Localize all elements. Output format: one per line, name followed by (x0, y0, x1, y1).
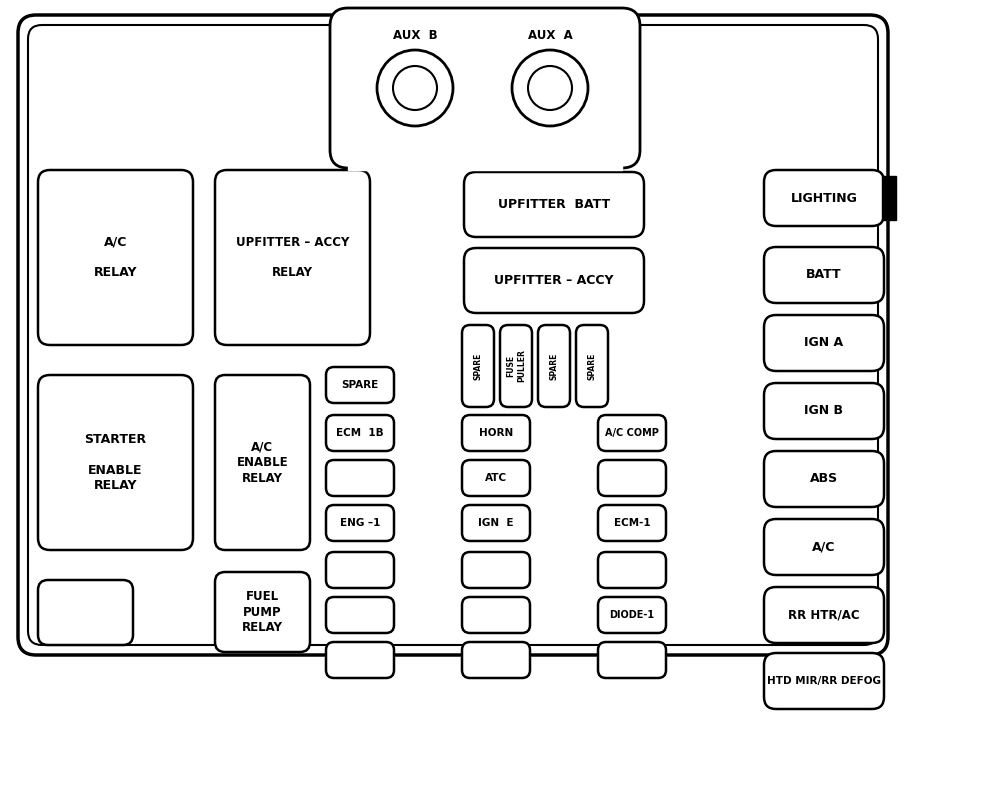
FancyBboxPatch shape (576, 325, 608, 407)
FancyBboxPatch shape (38, 580, 133, 645)
Text: UPFITTER  BATT: UPFITTER BATT (498, 198, 610, 211)
Circle shape (528, 66, 572, 110)
FancyBboxPatch shape (330, 8, 640, 168)
FancyBboxPatch shape (598, 415, 666, 451)
Text: A/C: A/C (812, 540, 835, 554)
Text: HTD MIR/RR DEFOG: HTD MIR/RR DEFOG (767, 676, 881, 686)
Text: UPFITTER – ACCY

RELAY: UPFITTER – ACCY RELAY (236, 236, 349, 279)
FancyBboxPatch shape (326, 597, 394, 633)
FancyBboxPatch shape (764, 653, 884, 709)
Circle shape (512, 50, 588, 126)
FancyBboxPatch shape (326, 415, 394, 451)
Text: SPARE: SPARE (341, 380, 378, 390)
Text: IGN B: IGN B (804, 404, 843, 418)
Text: STARTER

ENABLE
RELAY: STARTER ENABLE RELAY (85, 433, 147, 492)
FancyBboxPatch shape (462, 325, 494, 407)
FancyBboxPatch shape (764, 315, 884, 371)
FancyBboxPatch shape (764, 587, 884, 643)
FancyBboxPatch shape (462, 460, 530, 496)
Text: BATT: BATT (806, 269, 841, 282)
FancyBboxPatch shape (764, 383, 884, 439)
FancyBboxPatch shape (462, 597, 530, 633)
FancyBboxPatch shape (326, 367, 394, 403)
Text: SPARE: SPARE (550, 353, 559, 380)
Text: A/C
ENABLE
RELAY: A/C ENABLE RELAY (237, 440, 288, 485)
FancyBboxPatch shape (326, 505, 394, 541)
Text: UPFITTER – ACCY: UPFITTER – ACCY (494, 274, 614, 287)
FancyBboxPatch shape (462, 415, 530, 451)
FancyBboxPatch shape (38, 375, 193, 550)
Text: ATC: ATC (485, 473, 507, 483)
Text: ABS: ABS (810, 473, 838, 485)
FancyBboxPatch shape (326, 552, 394, 588)
FancyBboxPatch shape (598, 552, 666, 588)
FancyBboxPatch shape (764, 519, 884, 575)
FancyBboxPatch shape (38, 170, 193, 345)
Text: DIODE-1: DIODE-1 (610, 610, 655, 620)
FancyBboxPatch shape (598, 597, 666, 633)
FancyBboxPatch shape (464, 172, 644, 237)
FancyBboxPatch shape (764, 247, 884, 303)
Text: SPARE: SPARE (588, 353, 597, 380)
Text: FUSE
PULLER: FUSE PULLER (506, 349, 526, 382)
Text: ECM  1B: ECM 1B (336, 428, 384, 438)
FancyBboxPatch shape (326, 460, 394, 496)
Circle shape (377, 50, 453, 126)
Circle shape (393, 66, 437, 110)
FancyBboxPatch shape (538, 325, 570, 407)
FancyBboxPatch shape (598, 460, 666, 496)
Text: A/C

RELAY: A/C RELAY (94, 236, 138, 279)
Text: IGN  E: IGN E (478, 518, 514, 528)
FancyBboxPatch shape (598, 642, 666, 678)
FancyBboxPatch shape (215, 572, 310, 652)
FancyBboxPatch shape (462, 505, 530, 541)
Text: AUX  B: AUX B (392, 29, 437, 42)
Text: AUX  A: AUX A (528, 29, 573, 42)
FancyBboxPatch shape (18, 15, 888, 655)
FancyBboxPatch shape (215, 375, 310, 550)
Text: HORN: HORN (479, 428, 513, 438)
FancyBboxPatch shape (462, 552, 530, 588)
FancyBboxPatch shape (598, 505, 666, 541)
Text: FUEL
PUMP
RELAY: FUEL PUMP RELAY (242, 590, 283, 634)
FancyBboxPatch shape (764, 170, 884, 226)
FancyBboxPatch shape (326, 642, 394, 678)
FancyBboxPatch shape (500, 325, 532, 407)
Text: IGN A: IGN A (804, 336, 843, 349)
Text: SPARE: SPARE (473, 353, 482, 380)
Text: LIGHTING: LIGHTING (790, 192, 857, 204)
FancyBboxPatch shape (462, 642, 530, 678)
FancyBboxPatch shape (464, 248, 644, 313)
Text: ECM-1: ECM-1 (614, 518, 651, 528)
Text: RR HTR/AC: RR HTR/AC (788, 609, 860, 621)
FancyBboxPatch shape (764, 451, 884, 507)
Text: ENG –1: ENG –1 (339, 518, 380, 528)
Bar (882, 175, 896, 221)
Text: A/C COMP: A/C COMP (605, 428, 659, 438)
Bar (348, 164, 622, 170)
FancyBboxPatch shape (215, 170, 370, 345)
